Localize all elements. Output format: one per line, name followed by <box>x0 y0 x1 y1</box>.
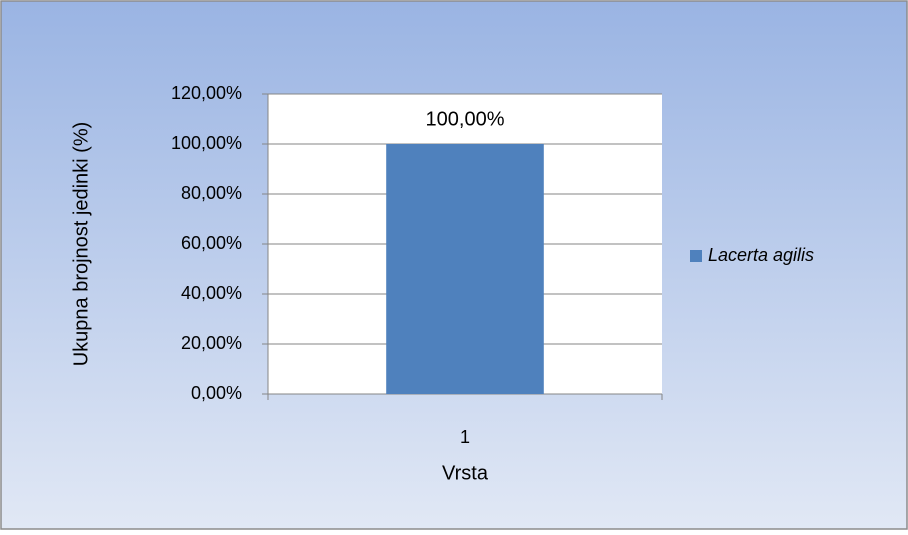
y-axis-label: Ukupna brojnost jedinki (%) <box>70 122 92 367</box>
legend-label: Lacerta agilis <box>708 245 814 265</box>
y-tick-label: 120,00% <box>171 83 242 103</box>
bar <box>386 144 544 394</box>
y-tick-label: 0,00% <box>191 383 242 403</box>
legend-swatch <box>690 250 702 262</box>
y-tick-label: 60,00% <box>181 233 242 253</box>
x-tick-label: 1 <box>460 427 470 447</box>
y-tick-label: 80,00% <box>181 183 242 203</box>
data-label: 100,00% <box>426 108 505 130</box>
y-tick-label: 100,00% <box>171 133 242 153</box>
y-tick-label: 40,00% <box>181 283 242 303</box>
y-tick-label: 20,00% <box>181 333 242 353</box>
x-axis-label: Vrsta <box>442 462 489 484</box>
